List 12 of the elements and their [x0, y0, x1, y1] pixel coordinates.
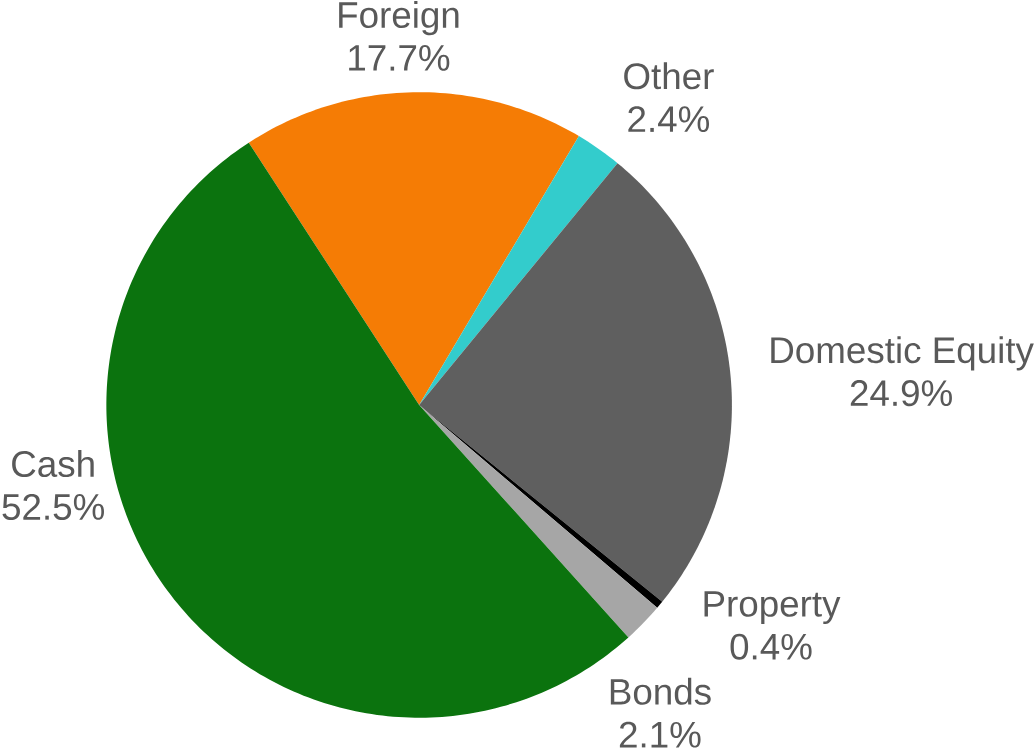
- slice-label: Bonds: [610, 678, 711, 706]
- data-label: 2.4%: [628, 106, 710, 133]
- slice-label: Cash: [12, 450, 94, 478]
- data-label: 0.4%: [730, 633, 812, 660]
- data-label: 2.1%: [619, 721, 701, 748]
- slice-label: Other: [624, 62, 714, 90]
- data-label: 52.5%: [2, 494, 104, 521]
- data-label: 17.7%: [349, 45, 450, 71]
- data-label: 24.9%: [850, 380, 952, 407]
- slice-label: Domestic Equity: [771, 336, 1034, 371]
- slice-label: Foreign: [339, 1, 459, 36]
- slice-label: Property: [704, 591, 841, 625]
